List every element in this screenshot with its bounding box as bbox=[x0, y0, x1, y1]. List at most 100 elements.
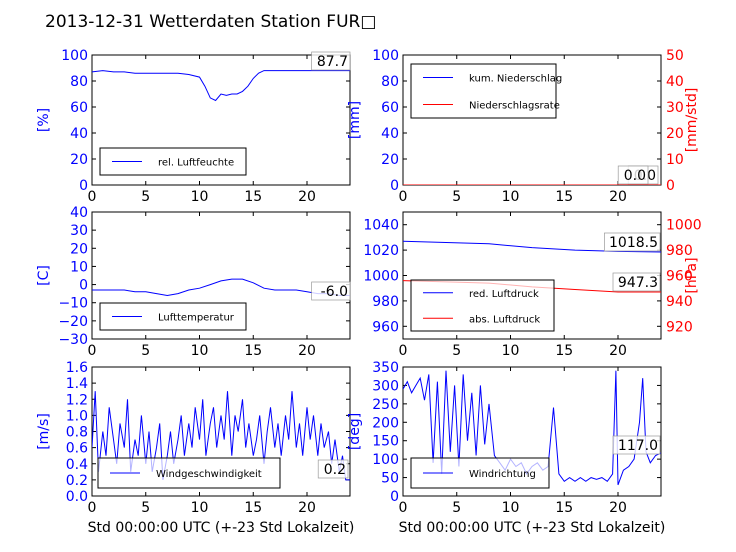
x-tick-label: 5 bbox=[141, 343, 150, 359]
y2-tick-label: 960 bbox=[666, 269, 693, 285]
x-tick-label: 0 bbox=[88, 189, 97, 205]
y-tick-label: 0 bbox=[79, 278, 88, 294]
annotation-label: -6.0 bbox=[321, 284, 348, 300]
y-tick-label: 0.6 bbox=[66, 441, 88, 457]
legend-label: kum. Niederschlag bbox=[469, 74, 562, 85]
x-tick-label: 15 bbox=[244, 189, 262, 205]
y-tick-label: 60 bbox=[70, 100, 88, 116]
x-tick-label: 10 bbox=[191, 189, 209, 205]
y-axis-label: [%] bbox=[36, 108, 52, 132]
x-tick-label: 20 bbox=[609, 189, 627, 205]
legend: red. Luftdruck abs. Luftdruck bbox=[410, 279, 555, 332]
y-axis-label: [m/s] bbox=[36, 413, 52, 450]
legend: Windgeschwindigkeit bbox=[97, 457, 281, 489]
annotation-box bbox=[317, 459, 349, 479]
panel-4: 0 5 10 15 20 960 980 1000 1020 1040 920 940 960 980 10… bbox=[363, 211, 702, 359]
y-tick-label: 200 bbox=[372, 415, 399, 431]
x-tick-label: 10 bbox=[191, 500, 209, 516]
y-tick-label: −20 bbox=[58, 314, 88, 330]
y-tick-label: 150 bbox=[372, 434, 399, 450]
y-axis-label: [deg] bbox=[347, 413, 363, 450]
series-line bbox=[92, 391, 350, 481]
y2-tick-label: 20 bbox=[666, 126, 684, 142]
annotation-label: 1018.5 bbox=[609, 235, 658, 251]
annotation-box bbox=[612, 435, 661, 455]
annotation-box bbox=[617, 165, 649, 185]
annotation-box bbox=[604, 232, 661, 252]
x-tick-label: 20 bbox=[298, 189, 316, 205]
x-tick-label: 0 bbox=[399, 343, 408, 359]
y2-tick-label: 0 bbox=[666, 178, 675, 194]
y-tick-label: 1040 bbox=[363, 218, 399, 234]
x-tick-label: 20 bbox=[609, 500, 627, 516]
x-tick-label: 10 bbox=[502, 189, 520, 205]
legend-frame bbox=[410, 63, 557, 119]
x-tick-label: 10 bbox=[502, 500, 520, 516]
x-tick-label: 5 bbox=[141, 189, 150, 205]
y-tick-label: 80 bbox=[70, 74, 88, 90]
annotation-label: 947.3 bbox=[618, 275, 658, 291]
y2-axis-label: [mm/std] bbox=[684, 88, 700, 153]
x-tick-label: 5 bbox=[141, 500, 150, 516]
legend: Windrichtung bbox=[410, 457, 550, 489]
x-tick-label: 5 bbox=[452, 500, 461, 516]
y2-axis-label: [hPa] bbox=[684, 257, 700, 293]
y-tick-label: 80 bbox=[381, 74, 399, 90]
y-tick-label: 20 bbox=[70, 152, 88, 168]
annotation-label: 0.2 bbox=[324, 462, 346, 478]
annotation-box bbox=[311, 51, 351, 71]
panel-1: 0 5 10 15 20 0 20 40 60 80 100 [%] rel. Luftfeuchte 8… bbox=[36, 48, 351, 205]
legend-label: Windrichtung bbox=[469, 469, 536, 480]
y-tick-label: 350 bbox=[372, 360, 399, 376]
x-axis-label: Std 00:00:00 UTC (+-23 Std Lokalzeit) bbox=[88, 520, 355, 536]
series-line bbox=[403, 240, 661, 253]
legend: Lufttemperatur bbox=[99, 302, 247, 331]
legend-label: red. Luftdruck bbox=[469, 289, 539, 300]
y-tick-label: 0.4 bbox=[66, 457, 88, 473]
y-tick-label: 300 bbox=[372, 378, 399, 394]
annotation-box bbox=[612, 272, 661, 292]
y-tick-label: 100 bbox=[372, 48, 399, 64]
legend: kum. Niederschlag Niederschlagsrate bbox=[410, 63, 562, 119]
y2-tick-label: 50 bbox=[666, 48, 684, 64]
y-tick-label: 0 bbox=[390, 489, 399, 505]
legend-frame bbox=[99, 147, 247, 176]
x-tick-label: 15 bbox=[244, 500, 262, 516]
y-tick-label: 0.8 bbox=[66, 425, 88, 441]
y-tick-label: 250 bbox=[372, 397, 399, 413]
x-tick-label: 5 bbox=[452, 189, 461, 205]
y-tick-label: 0 bbox=[79, 178, 88, 194]
y-tick-label: 40 bbox=[70, 126, 88, 142]
x-axis-label: Std 00:00:00 UTC (+-23 Std Lokalzeit) bbox=[399, 520, 666, 536]
y2-tick-label: 10 bbox=[666, 152, 684, 168]
y2-tick-label: 920 bbox=[666, 319, 693, 335]
y-tick-label: 1.4 bbox=[66, 376, 88, 392]
y-tick-label: 1.2 bbox=[66, 392, 88, 408]
x-tick-label: 20 bbox=[298, 500, 316, 516]
y-tick-label: 40 bbox=[70, 205, 88, 221]
y-tick-label: 100 bbox=[372, 452, 399, 468]
y-tick-label: 1.6 bbox=[66, 360, 88, 376]
annotation-label: 87.7 bbox=[317, 54, 348, 70]
legend-frame bbox=[410, 279, 555, 332]
legend-label: Lufttemperatur bbox=[158, 313, 235, 324]
chart-title: 2013-12-31 Wetterdaten Station FUR□ bbox=[45, 12, 376, 32]
y2-tick-label: 40 bbox=[666, 74, 684, 90]
legend-frame bbox=[99, 302, 247, 331]
x-tick-label: 5 bbox=[452, 343, 461, 359]
y-tick-label: 1000 bbox=[363, 269, 399, 285]
x-tick-label: 0 bbox=[88, 343, 97, 359]
legend-label: abs. Luftdruck bbox=[469, 314, 540, 325]
y2-tick-label: 980 bbox=[666, 243, 693, 259]
y2-tick-label: 1000 bbox=[666, 218, 702, 234]
y-tick-label: 0.0 bbox=[66, 489, 88, 505]
x-tick-label: 20 bbox=[298, 343, 316, 359]
x-tick-label: 20 bbox=[609, 343, 627, 359]
legend: rel. Luftfeuchte bbox=[99, 147, 247, 176]
series-line bbox=[92, 278, 350, 297]
y-tick-label: 1020 bbox=[363, 243, 399, 259]
y-tick-label: 10 bbox=[70, 259, 88, 275]
